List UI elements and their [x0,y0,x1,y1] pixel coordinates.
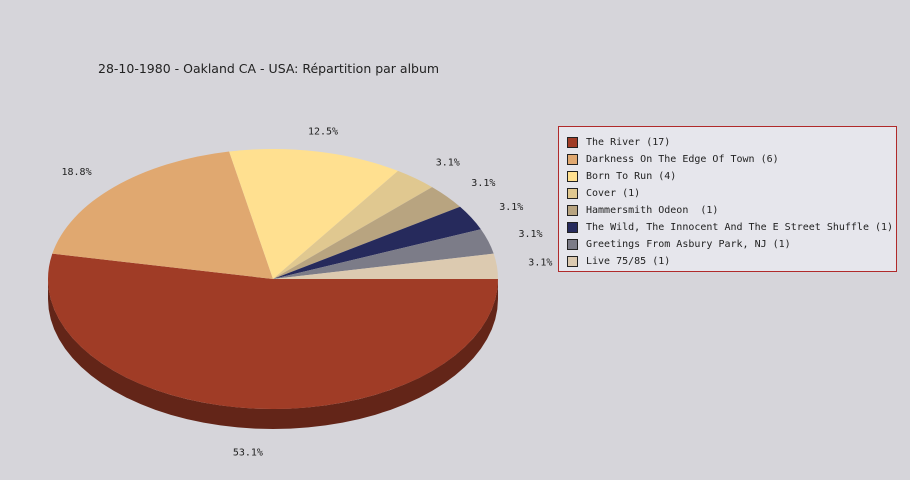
legend-label-5: The Wild, The Innocent And The E Street … [586,222,894,233]
legend-label-1: Darkness On The Edge Of Town (6) [586,154,779,165]
legend-item-5: The Wild, The Innocent And The E Street … [559,219,896,236]
chart-title: 28-10-1980 - Oakland CA - USA: Répartiti… [98,61,440,76]
pie-slice-6 [273,229,494,279]
legend-label-7: Live 75/85 (1) [586,256,671,267]
legend: The River (17) Darkness On The Edge Of To… [558,126,897,272]
legend-swatch-7 [567,256,578,267]
slice-label-1: 18.8% [61,167,91,178]
legend-swatch-0 [567,137,578,148]
slice-label-4: 3.1% [471,178,495,189]
pie-slice-3 [273,170,433,279]
pie-slice-4 [273,187,461,279]
pie-slice-2 [229,149,398,279]
legend-item-1: Darkness On The Edge Of Town (6) [559,151,896,168]
pie-slice-0 [47,253,498,409]
legend-swatch-2 [567,171,578,182]
slice-label-0: 53.1% [233,448,263,459]
legend-label-0: The River (17) [586,137,671,148]
legend-item-2: Born To Run (4) [559,168,896,185]
legend-label-4: Hammersmith Odeon (1) [586,205,719,216]
legend-label-6: Greetings From Asbury Park, NJ (1) [586,239,791,250]
slice-label-2: 12.5% [308,127,338,138]
legend-label-3: Cover (1) [586,188,641,199]
slice-label-3: 3.1% [436,157,460,168]
legend-swatch-6 [567,239,578,250]
legend-item-7: Live 75/85 (1) [559,253,896,270]
legend-swatch-3 [567,188,578,199]
pie-slice-5 [273,206,481,279]
pie-slice-1 [52,151,273,279]
legend-item-3: Cover (1) [559,185,896,202]
slice-label-7: 3.1% [528,258,552,269]
slice-label-5: 3.1% [499,202,523,213]
legend-item-0: The River (17) [559,134,896,151]
legend-label-2: Born To Run (4) [586,171,677,182]
pie-slice-7 [273,253,498,279]
legend-swatch-1 [567,154,578,165]
legend-swatch-4 [567,205,578,216]
slice-label-6: 3.1% [519,229,543,240]
legend-swatch-5 [567,222,578,233]
legend-item-4: Hammersmith Odeon (1) [559,202,896,219]
legend-item-6: Greetings From Asbury Park, NJ (1) [559,236,896,253]
